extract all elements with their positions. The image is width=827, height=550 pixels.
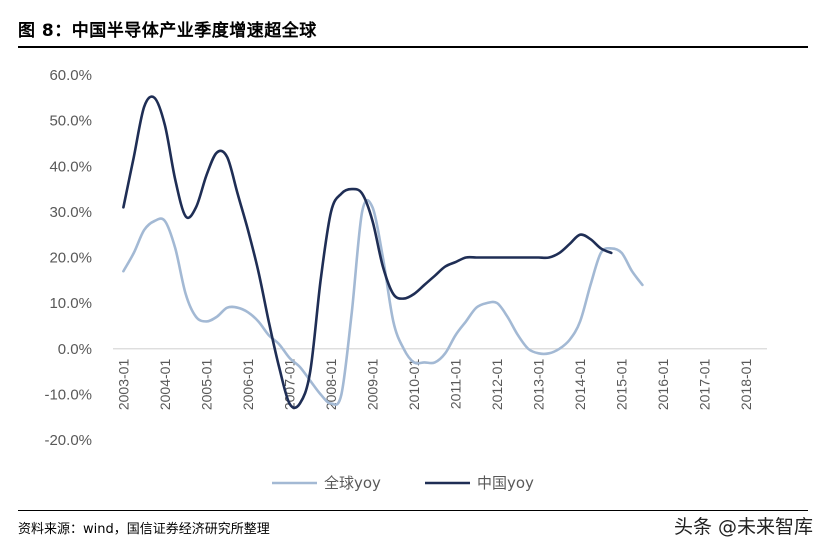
x-tick-label: 2003-01 (115, 359, 131, 411)
x-tick-label: 2015-01 (614, 359, 630, 411)
y-tick-label: -20.0% (44, 432, 92, 449)
x-tick-label: 2010-01 (406, 359, 422, 411)
source-note: 资料来源：wind，国信证券经济研究所整理 (18, 522, 270, 537)
y-tick-label: 50.0% (49, 113, 92, 130)
x-tick-label: 2007-01 (281, 359, 297, 411)
title-divider (18, 46, 808, 48)
x-tick-label: 2006-01 (240, 359, 256, 411)
x-tick-label: 2005-01 (198, 359, 214, 411)
series-line-china (122, 95, 613, 410)
y-tick-label: 60.0% (49, 67, 92, 84)
x-tick-label: 2011-01 (448, 359, 464, 410)
line-chart: 60.0% 50.0% 40.0% 30.0% 20.0% 10.0% 0.0% -10.0%… (44, 67, 767, 492)
figure-title: 图 8：中国半导体产业季度增速超全球 (18, 21, 317, 41)
y-tick-label: 40.0% (49, 158, 92, 175)
legend-label: 全球yoy (324, 474, 381, 492)
x-tick-label: 2004-01 (157, 359, 173, 411)
y-tick-label: -10.0% (44, 386, 92, 403)
x-tick-label: 2009-01 (365, 359, 381, 411)
x-tick-label: 2013-01 (531, 359, 547, 411)
y-tick-label: 20.0% (49, 250, 92, 267)
x-tick-label: 2014-01 (572, 359, 588, 411)
legend-label: 中国yoy (477, 474, 534, 492)
series-line-global (122, 198, 644, 406)
x-tick-label: 2008-01 (323, 359, 339, 411)
y-tick-label: 30.0% (49, 204, 92, 221)
x-tick-label: 2012-01 (489, 359, 505, 411)
footer-divider (18, 510, 808, 511)
figure-title-bar: 图 8：中国半导体产业季度增速超全球 (18, 10, 808, 48)
y-tick-label: 10.0% (49, 295, 92, 312)
x-tick-label: 2017-01 (697, 359, 713, 411)
y-tick-label: 0.0% (58, 341, 92, 358)
x-tick-label: 2016-01 (655, 359, 671, 411)
watermark-text: 头条 @未来智库 (673, 516, 813, 538)
x-tick-label: 2018-01 (738, 359, 754, 411)
